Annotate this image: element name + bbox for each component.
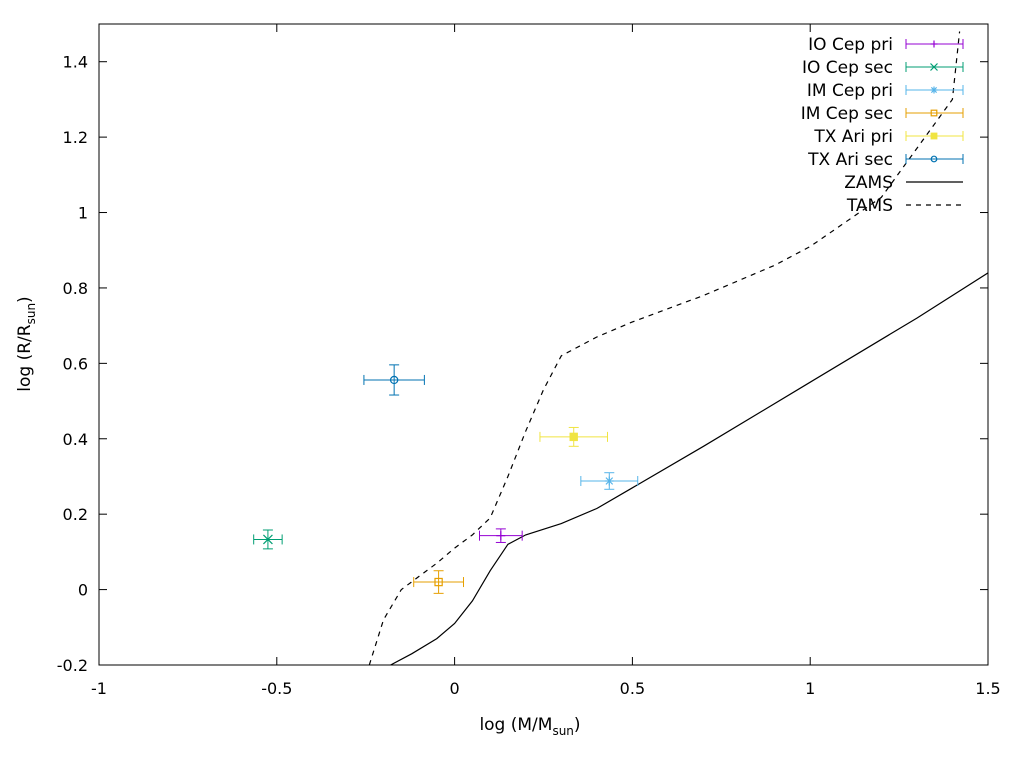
- point-tx-ari-pri: [539, 426, 609, 447]
- legend-entry-io-cep-sec: IO Cep sec: [802, 58, 964, 78]
- legend-label: IM Cep pri: [807, 81, 893, 101]
- y-tick-label: 0.4: [63, 430, 88, 449]
- legend-label: TX Ari sec: [807, 150, 893, 170]
- legend-label: IO Cep pri: [808, 35, 893, 55]
- legend-entry-im-cep-sec: IM Cep sec: [801, 104, 964, 124]
- x-tick-label: -1: [91, 679, 107, 698]
- x-tick-label: 1.5: [975, 679, 1000, 698]
- x-tick-label: 1: [805, 679, 815, 698]
- x-tick-label: 0.5: [620, 679, 645, 698]
- x-axis: -1 -0.5 0 0.5 1 1.5: [91, 24, 1001, 698]
- y-tick-label: 0: [78, 581, 88, 600]
- point-io-cep-pri: [478, 528, 523, 543]
- plot-border: [98, 23, 989, 666]
- y-tick-label: 1: [78, 204, 88, 223]
- legend-entry-tams: TAMS: [846, 196, 963, 216]
- y-axis: -0.2 0 0.2 0.4 0.6 0.8 1 1.2 1.4: [57, 53, 988, 675]
- legend-entry-io-cep-pri: IO Cep pri: [808, 35, 964, 55]
- legend-entry-im-cep-pri: IM Cep pri: [807, 81, 964, 101]
- legend-entry-tx-ari-pri: TX Ari pri: [813, 127, 964, 147]
- data-points: [253, 364, 639, 594]
- zams-curve: [390, 272, 988, 665]
- legend-label: IO Cep sec: [802, 58, 893, 78]
- tams-curve: [368, 31, 961, 665]
- x-tick-label: -0.5: [261, 679, 292, 698]
- plot-frame: [98, 23, 989, 666]
- model-curves: [368, 31, 988, 665]
- point-im-cep-pri: [580, 472, 639, 490]
- y-tick-label: 0.2: [63, 505, 88, 524]
- legend-label: TAMS: [846, 196, 893, 216]
- y-axis-title: log (R/Rsun): [15, 296, 38, 391]
- point-io-cep-sec: [253, 529, 283, 550]
- legend: IO Cep pri IO Cep sec IM Cep pri IM Cep sec…: [801, 35, 964, 216]
- legend-label: TX Ari pri: [813, 127, 893, 147]
- legend-label: ZAMS: [844, 173, 893, 193]
- point-im-cep-sec: [413, 570, 464, 594]
- x-axis-title: log (M/Msun): [479, 715, 580, 738]
- y-tick-label: -0.2: [57, 656, 88, 675]
- point-tx-ari-sec: [363, 364, 425, 396]
- legend-entry-tx-ari-sec: TX Ari sec: [807, 150, 964, 170]
- x-tick-label: 0: [450, 679, 460, 698]
- y-tick-label: 1.2: [63, 128, 88, 147]
- y-tick-label: 1.4: [63, 53, 88, 72]
- y-tick-label: 0.8: [63, 279, 88, 298]
- y-tick-label: 0.6: [63, 354, 88, 373]
- legend-entry-zams: ZAMS: [844, 173, 963, 193]
- legend-label: IM Cep sec: [801, 104, 893, 124]
